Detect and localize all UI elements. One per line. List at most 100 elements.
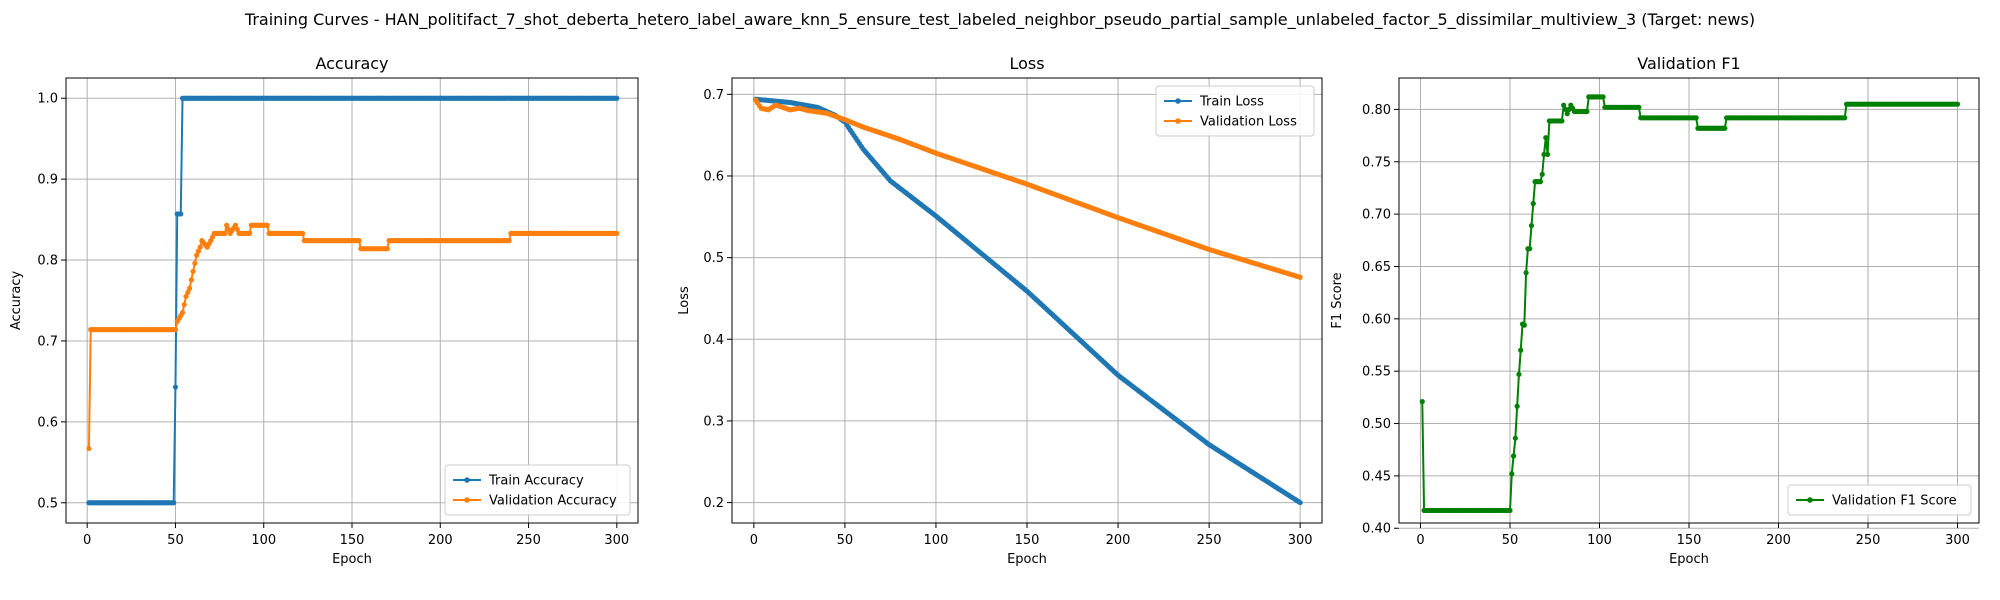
series-line xyxy=(755,98,1301,504)
data-point xyxy=(1584,108,1590,115)
x-tick-label: 200 xyxy=(1766,533,1791,548)
y-tick-label: 0.2 xyxy=(703,496,724,511)
y-tick-label: 0.7 xyxy=(37,334,58,349)
x-axis-label: Epoch xyxy=(1007,552,1047,567)
data-point xyxy=(181,301,187,308)
y-tick-label: 0.65 xyxy=(1362,260,1391,275)
legend: Train Accuracy Validation Accuracy xyxy=(444,464,631,516)
x-tick-label: 0 xyxy=(750,533,758,548)
data-point xyxy=(224,222,230,228)
data-point xyxy=(234,226,240,232)
series-train-loss xyxy=(753,96,1303,506)
data-point xyxy=(356,238,362,244)
legend: Validation F1 Score xyxy=(1787,484,1972,516)
legend-label: Validation Accuracy xyxy=(489,494,617,509)
loss-panel: 0 50 100 150 200 250 300 0.2 0.3 0.4 0.5 0.6 0.7 Loss… xyxy=(677,54,1323,567)
x-tick-label: 250 xyxy=(1197,533,1222,548)
data-point xyxy=(1636,104,1642,110)
data-point xyxy=(1562,106,1569,113)
y-axis-label: Loss xyxy=(677,286,692,315)
data-point xyxy=(190,268,196,274)
x-tick-label: 100 xyxy=(1587,533,1612,548)
y-tick-label: 0.5 xyxy=(37,496,58,511)
data-point xyxy=(188,277,194,283)
data-point xyxy=(1518,347,1524,353)
data-point xyxy=(506,238,512,244)
y-tick-label: 0.60 xyxy=(1362,312,1391,327)
legend-box xyxy=(444,464,631,516)
data-point xyxy=(1954,101,1961,107)
y-tick-label: 1.0 xyxy=(37,92,58,107)
x-tick-label: 100 xyxy=(924,533,949,548)
y-tick-label: 0.40 xyxy=(1362,522,1391,537)
legend-marker xyxy=(1807,497,1813,503)
y-tick-label: 0.55 xyxy=(1362,365,1391,380)
x-tick-label: 300 xyxy=(1945,533,1970,548)
series-line xyxy=(87,224,617,449)
data-point xyxy=(232,222,239,228)
data-point xyxy=(614,230,620,236)
data-point xyxy=(194,252,200,258)
data-point xyxy=(1297,499,1303,506)
data-point xyxy=(171,500,177,506)
x-tick-label: 250 xyxy=(1856,533,1881,548)
data-point xyxy=(1722,125,1728,131)
x-axis-label: Epoch xyxy=(1669,552,1709,567)
series-train-accuracy xyxy=(86,95,620,506)
y-axis-label: F1 Score xyxy=(1330,272,1345,328)
legend-box xyxy=(1787,484,1972,516)
data-point xyxy=(195,248,202,254)
data-point xyxy=(384,246,390,252)
x-axis-label: Epoch xyxy=(332,552,372,567)
legend-box xyxy=(1155,85,1315,137)
data-point xyxy=(1527,246,1533,252)
data-point xyxy=(172,327,179,333)
legend-marker xyxy=(1175,98,1181,104)
data-point xyxy=(1564,111,1570,117)
data-point xyxy=(614,95,620,101)
data-point xyxy=(1507,507,1513,514)
y-tick-label: 0.4 xyxy=(703,333,724,348)
y-tick-label: 0.45 xyxy=(1362,469,1391,484)
validation-f1-panel: 0 50 100 150 200 250 300 0.40 0.45 0.50 0.55 0.60 0.… xyxy=(1330,54,1980,567)
data-point xyxy=(299,230,306,236)
data-point xyxy=(247,230,253,236)
y-tick-label: 0.7 xyxy=(703,88,724,103)
data-point xyxy=(197,244,203,250)
y-tick-label: 0.6 xyxy=(703,169,724,184)
series-validation-loss xyxy=(753,97,1303,280)
series-line xyxy=(88,97,617,504)
data-point xyxy=(192,260,198,266)
data-point xyxy=(1514,403,1520,409)
y-tick-label: 0.70 xyxy=(1362,208,1391,223)
series-validation-f1-score xyxy=(1419,94,1961,514)
data-point xyxy=(1512,435,1518,441)
y-tick-label: 0.8 xyxy=(37,254,58,269)
x-tick-label: 200 xyxy=(428,533,453,548)
legend-label: Validation F1 Score xyxy=(1832,494,1957,509)
data-point xyxy=(1842,115,1848,121)
data-point xyxy=(1561,102,1567,108)
y-tick-label: 0.80 xyxy=(1362,103,1391,118)
data-point xyxy=(178,211,184,217)
data-point xyxy=(1543,135,1549,141)
x-tick-label: 150 xyxy=(1677,533,1702,548)
x-tick-label: 50 xyxy=(1502,533,1519,548)
panel-title: Accuracy xyxy=(315,54,388,73)
data-point xyxy=(1541,151,1547,158)
legend-marker xyxy=(464,497,470,503)
x-tick-label: 50 xyxy=(837,533,854,548)
series-validation-accuracy xyxy=(86,222,620,452)
data-point xyxy=(1530,201,1536,207)
data-point xyxy=(1693,115,1699,121)
data-point xyxy=(1516,371,1522,377)
data-point xyxy=(222,230,228,236)
legend-marker xyxy=(464,477,470,483)
data-point xyxy=(1559,118,1565,124)
legend-label: Train Loss xyxy=(1199,95,1264,110)
data-point xyxy=(172,384,179,390)
legend-label: Validation Loss xyxy=(1200,115,1297,130)
data-point xyxy=(185,289,191,296)
panel-title: Loss xyxy=(1009,54,1044,73)
data-point xyxy=(1297,274,1303,280)
